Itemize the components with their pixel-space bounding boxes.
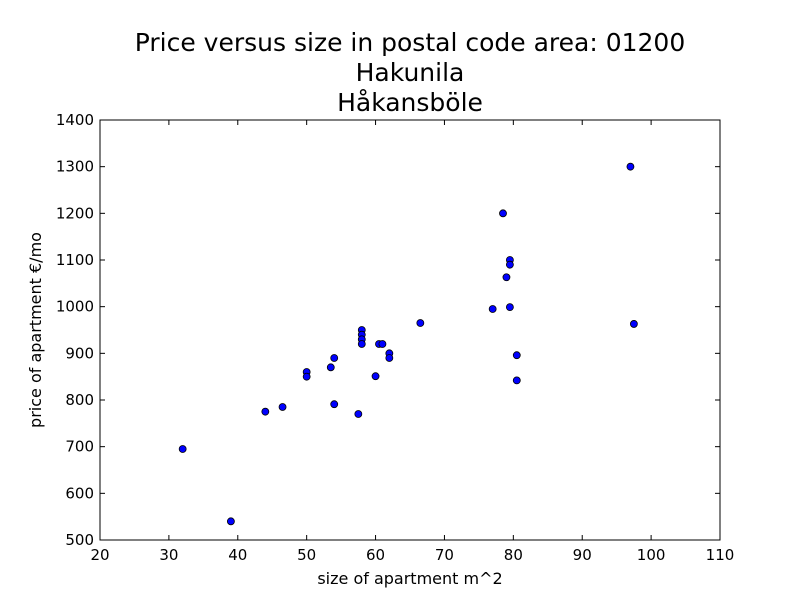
y-tick-label: 1300	[56, 158, 94, 176]
data-point	[502, 273, 511, 282]
x-tick-label: 20	[90, 546, 109, 564]
x-tick-label: 40	[228, 546, 247, 564]
y-tick-label: 600	[65, 484, 94, 502]
x-tick-label: 60	[366, 546, 385, 564]
x-axis-label: size of apartment m^2	[317, 569, 502, 588]
data-point	[278, 403, 287, 411]
points-group	[178, 162, 638, 526]
chart-title-line-1: Price versus size in postal code area: 0…	[134, 28, 686, 57]
data-point	[488, 305, 497, 313]
data-point	[371, 372, 380, 381]
data-point	[261, 407, 270, 416]
y-tick-label: 700	[65, 438, 94, 456]
data-point	[385, 354, 394, 362]
data-point	[326, 363, 335, 372]
data-point	[505, 260, 514, 269]
data-point	[330, 354, 339, 362]
data-point	[357, 340, 366, 348]
chart-title: Price versus size in postal code area: 0…	[0, 28, 800, 118]
data-point	[505, 303, 514, 312]
data-point	[354, 410, 363, 418]
data-point	[416, 319, 425, 327]
x-tick-label: 100	[637, 546, 666, 564]
y-tick-label: 1000	[56, 298, 94, 316]
x-tick-label: 70	[435, 546, 454, 564]
y-axis-label: price of apartment €/mo	[26, 232, 45, 428]
data-point	[330, 400, 339, 409]
chart-title-line-3: Håkansböle	[337, 88, 483, 117]
data-point	[629, 320, 638, 328]
y-tick-label: 900	[65, 344, 94, 362]
y-tick-label: 500	[65, 531, 94, 549]
data-point	[378, 340, 387, 348]
plot-area-frame	[99, 119, 721, 541]
chart-title-line-2: Hakunila	[355, 58, 465, 87]
x-tick-label: 110	[706, 546, 735, 564]
x-ticks-group: 20 30 40 50 60 70 80 90 100 110	[90, 120, 734, 564]
y-tick-label: 1400	[56, 111, 94, 129]
x-tick-label: 80	[504, 546, 523, 564]
data-point	[302, 372, 311, 381]
data-point	[626, 162, 635, 171]
x-tick-label: 30	[159, 546, 178, 564]
data-point	[178, 445, 187, 453]
data-point	[512, 376, 521, 385]
y-tick-label: 1100	[56, 251, 94, 269]
data-point	[512, 351, 521, 360]
data-point	[499, 209, 507, 218]
x-tick-label: 90	[573, 546, 592, 564]
x-tick-label: 50	[297, 546, 316, 564]
y-tick-label: 1200	[56, 204, 94, 222]
y-ticks-group: 500 600 700 800 900 1000 1100 1200 1300 1400	[56, 111, 720, 549]
y-tick-label: 800	[65, 391, 94, 409]
data-point	[226, 517, 235, 526]
